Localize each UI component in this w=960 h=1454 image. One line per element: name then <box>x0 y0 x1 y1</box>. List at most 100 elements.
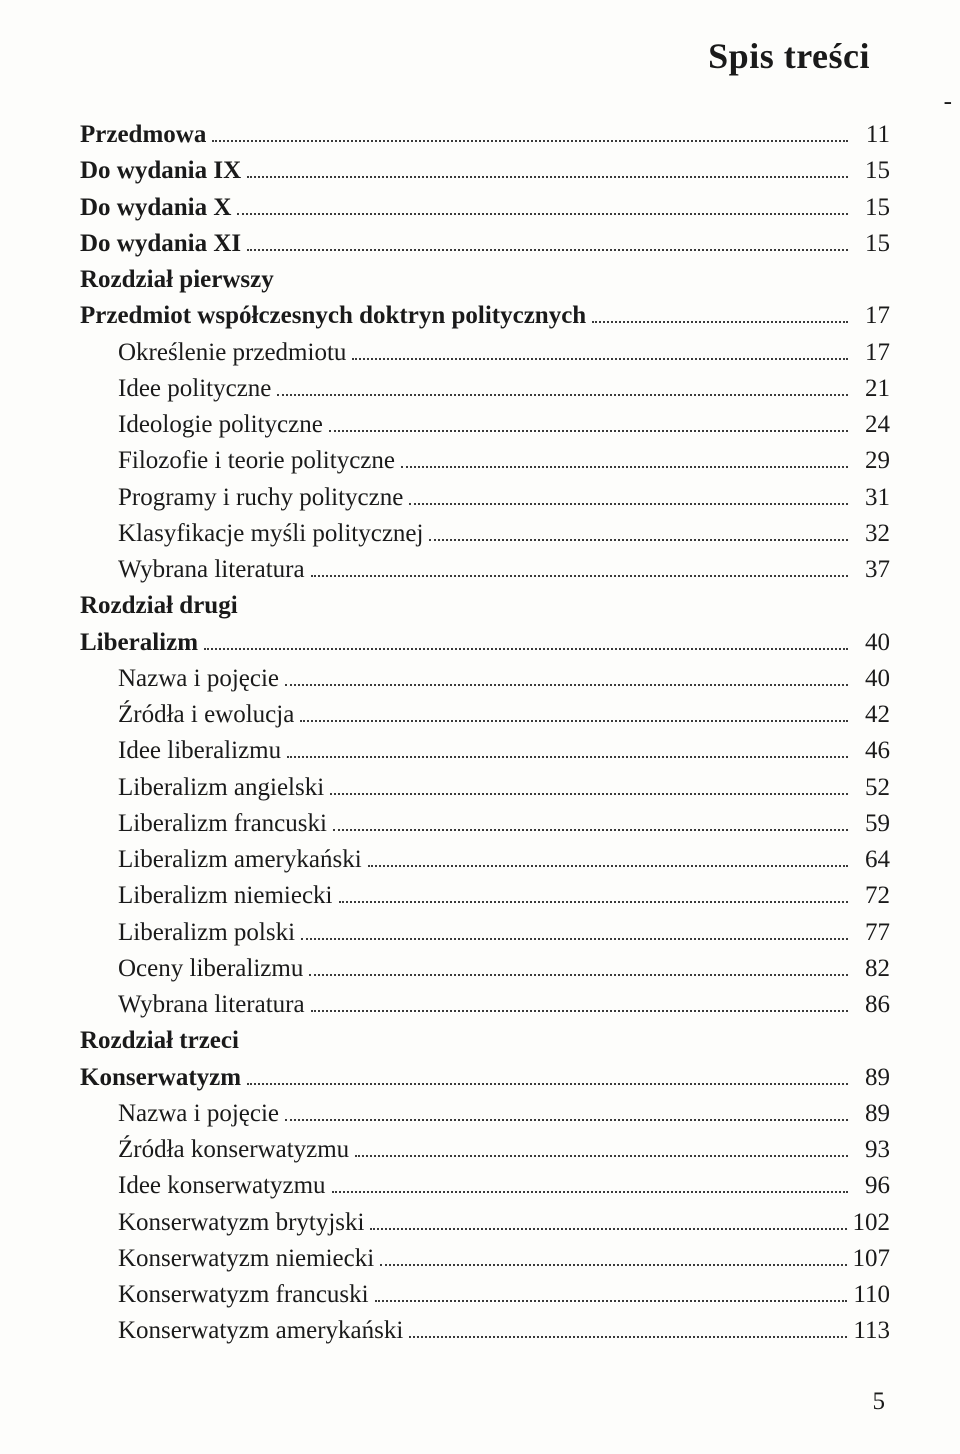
toc-row: Do wydania XI15 <box>80 226 890 262</box>
toc-row: Ideologie polityczne 24 <box>80 407 890 443</box>
toc-row: Nazwa i pojęcie 40 <box>80 661 890 697</box>
page-container: Spis treści - Przedmowa 11 Do wydania IX 15… <box>0 0 960 1454</box>
toc-page: 102 <box>853 1205 891 1241</box>
toc-page: 15 <box>854 153 890 189</box>
toc-row: Programy i ruchy polityczne 31 <box>80 480 890 516</box>
toc-page: 64 <box>854 842 890 878</box>
toc-page: 42 <box>854 697 890 733</box>
toc-label: Idee liberalizmu <box>80 733 281 769</box>
toc-page: 82 <box>854 951 890 987</box>
toc-row: Do wydania IX 15 <box>80 153 890 189</box>
toc-label: Określenie przedmiotu <box>80 335 346 371</box>
toc-label: Liberalizm niemiecki <box>80 878 333 914</box>
toc-label: Liberalizm angielski <box>80 770 324 806</box>
toc-label: Konserwatyzm niemiecki <box>80 1241 374 1277</box>
toc-label: Wybrana literatura <box>80 552 305 588</box>
toc-dots <box>380 1249 846 1266</box>
margin-dash: - <box>944 88 952 116</box>
toc-label: Programy i ruchy polityczne <box>80 480 403 516</box>
toc-dots <box>247 1068 848 1085</box>
toc-label: Liberalizm amerykański <box>80 842 362 878</box>
toc-row: Filozofie i teorie polityczne29 <box>80 443 890 479</box>
toc-dots <box>409 488 848 505</box>
toc-page: 11 <box>854 117 890 153</box>
toc-dots <box>204 633 848 650</box>
toc-row: Liberalizm niemiecki 72 <box>80 878 890 914</box>
toc-row: Liberalizm francuski 59 <box>80 806 890 842</box>
toc-page: 40 <box>854 661 890 697</box>
toc-label: Nazwa i pojęcie <box>80 661 279 697</box>
toc-label: Do wydania IX <box>80 153 241 189</box>
toc-page: 96 <box>854 1168 890 1204</box>
toc-label: Liberalizm francuski <box>80 806 327 842</box>
toc-label: Nazwa i pojęcie <box>80 1096 279 1132</box>
toc-page: 17 <box>854 335 890 371</box>
toc-label: Konserwatyzm brytyjski <box>80 1205 364 1241</box>
toc-label: Idee konserwatyzmu <box>80 1168 326 1204</box>
toc-dots <box>401 451 848 468</box>
toc-dots <box>285 1104 848 1121</box>
toc-label: Konserwatyzm <box>80 1060 241 1096</box>
toc-page: 59 <box>854 806 890 842</box>
toc-page: 93 <box>854 1132 890 1168</box>
toc-heading: Rozdział trzeci <box>80 1023 890 1059</box>
toc-row: Wybrana literatura86 <box>80 987 890 1023</box>
toc-page: 40 <box>854 625 890 661</box>
toc-dots <box>370 1213 846 1230</box>
toc-dots <box>329 415 848 432</box>
toc-dots <box>247 161 848 178</box>
toc-dots <box>332 1176 848 1193</box>
toc-page: 46 <box>854 733 890 769</box>
toc-row: Do wydania X 15 <box>80 190 890 226</box>
toc-page: 89 <box>854 1060 890 1096</box>
toc-dots <box>355 1140 848 1157</box>
toc-page: 72 <box>854 878 890 914</box>
toc-page: 31 <box>854 480 890 516</box>
toc-label: Przedmowa <box>80 117 206 153</box>
toc-dots <box>429 524 848 541</box>
toc-row: Konserwatyzm amerykański113 <box>80 1313 890 1349</box>
toc-heading: Rozdział drugi <box>80 588 890 624</box>
toc-row: Idee konserwatyzmu 96 <box>80 1168 890 1204</box>
toc-label: Wybrana literatura <box>80 987 305 1023</box>
toc-dots <box>287 741 848 758</box>
page-title: Spis treści <box>80 35 870 77</box>
toc-label: Idee polityczne <box>80 371 271 407</box>
toc-row: Wybrana literatura 37 <box>80 552 890 588</box>
toc-row: Oceny liberalizmu 82 <box>80 951 890 987</box>
toc-label: Ideologie polityczne <box>80 407 323 443</box>
toc-dots <box>333 814 848 831</box>
toc-dots <box>592 306 848 323</box>
toc-row: Nazwa i pojęcie 89 <box>80 1096 890 1132</box>
toc-row: Klasyfikacje myśli politycznej32 <box>80 516 890 552</box>
toc-page: 37 <box>854 552 890 588</box>
toc-dots <box>311 560 848 577</box>
toc-label: Konserwatyzm francuski <box>80 1277 369 1313</box>
toc-page: 15 <box>854 190 890 226</box>
toc-label: Oceny liberalizmu <box>80 951 303 987</box>
toc-dots <box>330 778 848 795</box>
toc-dots <box>277 379 848 396</box>
toc-row: Przedmowa 11 <box>80 117 890 153</box>
toc-page: 110 <box>853 1277 890 1313</box>
toc-row: Liberalizm polski77 <box>80 915 890 951</box>
toc-row: Idee polityczne21 <box>80 371 890 407</box>
toc-row: Konserwatyzm brytyjski 102 <box>80 1205 890 1241</box>
toc-dots <box>237 198 848 215</box>
toc-dots <box>300 705 848 722</box>
toc-page: 29 <box>854 443 890 479</box>
toc-row: Konserwatyzm 89 <box>80 1060 890 1096</box>
toc-label: Do wydania X <box>80 190 231 226</box>
toc-row: Określenie przedmiotu 17 <box>80 335 890 371</box>
toc-row: Liberalizm 40 <box>80 625 890 661</box>
toc-label: Klasyfikacje myśli politycznej <box>80 516 423 552</box>
toc-row: Źródła i ewolucja42 <box>80 697 890 733</box>
page-number: 5 <box>873 1388 886 1416</box>
toc-dots <box>409 1321 847 1338</box>
toc-dots <box>247 234 848 251</box>
toc-label: Do wydania XI <box>80 226 241 262</box>
toc-label: Liberalizm <box>80 625 198 661</box>
toc-label: Konserwatyzm amerykański <box>80 1313 403 1349</box>
toc-page: 89 <box>854 1096 890 1132</box>
toc-page: 24 <box>854 407 890 443</box>
